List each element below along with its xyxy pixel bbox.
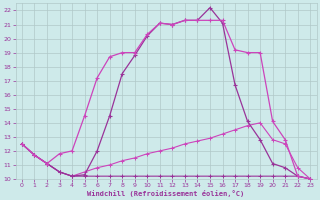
X-axis label: Windchill (Refroidissement éolien,°C): Windchill (Refroidissement éolien,°C) — [87, 190, 245, 197]
